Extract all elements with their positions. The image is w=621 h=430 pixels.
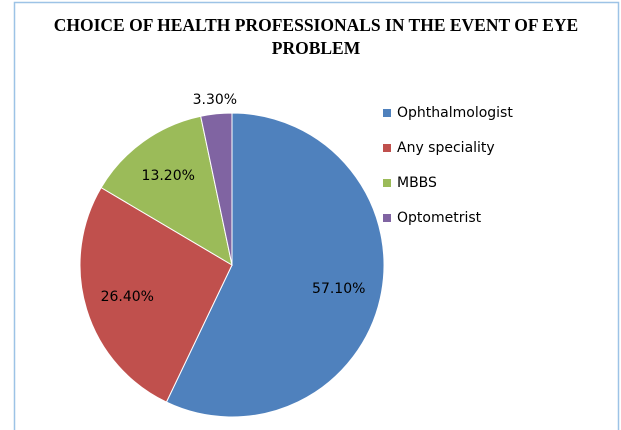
legend-swatch [383,109,391,117]
pie-slice [79,186,233,403]
legend-label: Any speciality [397,140,495,156]
pie-slice [200,112,233,266]
legend-label: Ophthalmologist [397,105,513,121]
pie-slice [100,115,233,267]
data-label: 13.20% [142,168,195,184]
legend-swatch [383,214,391,222]
pie-slice [165,112,385,418]
legend-label: Optometrist [397,210,482,226]
data-label: 3.30% [193,92,237,108]
data-label: 57.10% [312,281,365,297]
legend-swatch [383,179,391,187]
legend-label: MBBS [397,175,437,191]
chart-title: CHOICE OF HEALTH PROFESSIONALS IN THE EV… [53,15,579,58]
data-label: 26.40% [101,289,154,305]
legend-swatch [383,144,391,152]
